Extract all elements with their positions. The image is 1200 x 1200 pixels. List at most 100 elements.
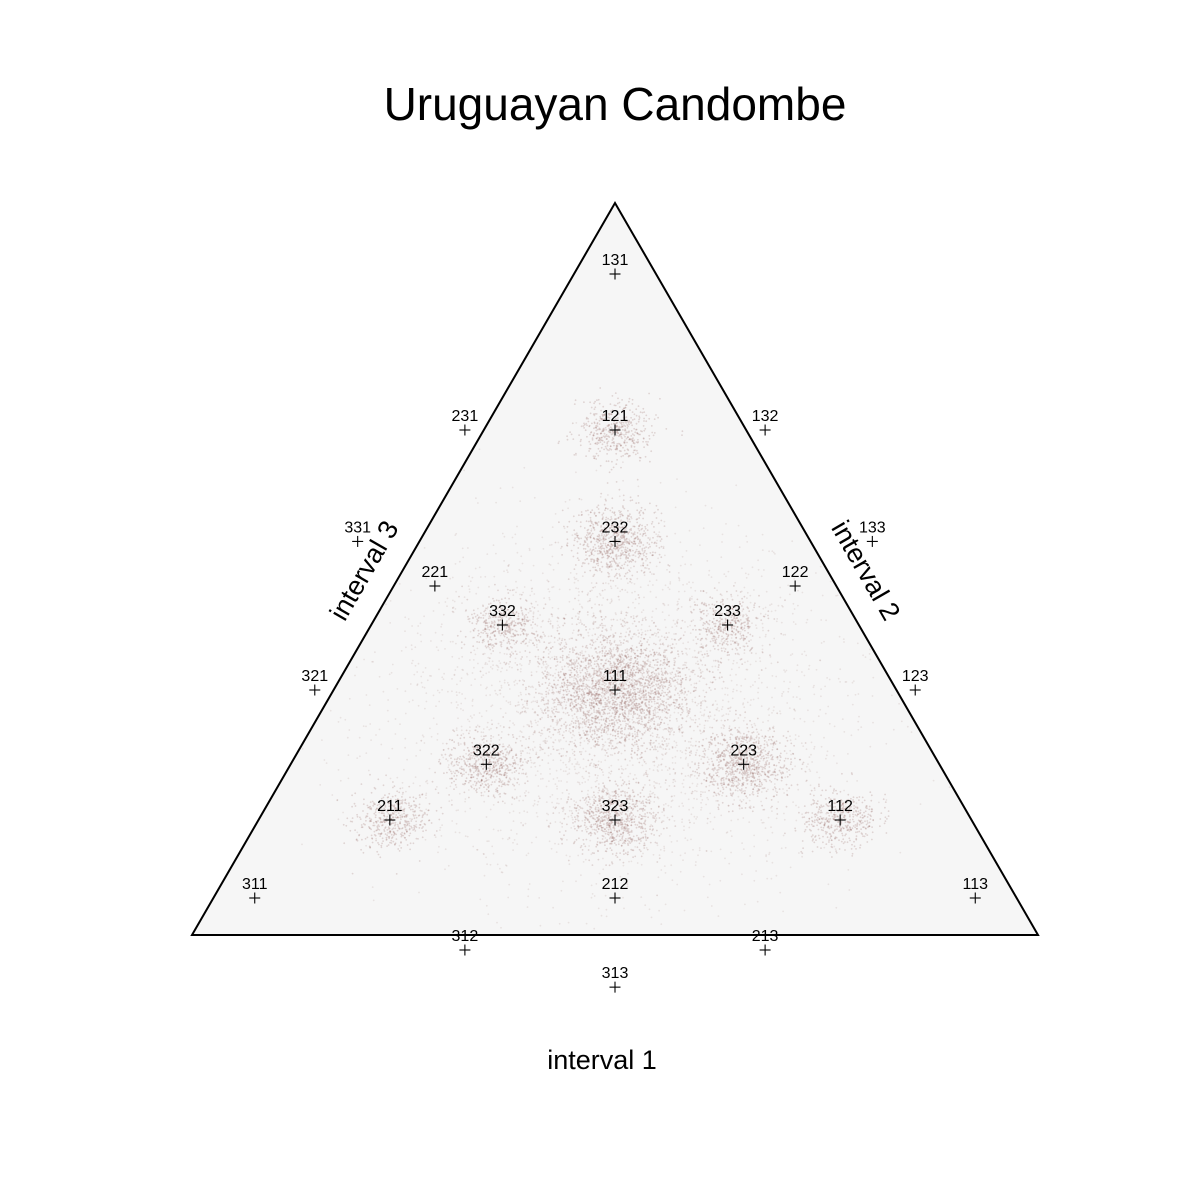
- density-point: [675, 718, 678, 720]
- density-point: [869, 648, 871, 651]
- density-point: [668, 681, 671, 684]
- density-point: [800, 742, 803, 745]
- density-point: [569, 648, 571, 650]
- density-point: [646, 629, 649, 632]
- density-point: [459, 680, 462, 682]
- density-point: [546, 687, 549, 689]
- density-point: [761, 549, 764, 551]
- density-point: [732, 659, 735, 662]
- density-point: [826, 677, 828, 679]
- density-point: [722, 647, 725, 649]
- density-point: [633, 679, 636, 681]
- density-point: [622, 782, 625, 785]
- density-point: [664, 584, 667, 587]
- density-point: [668, 708, 670, 711]
- density-point: [654, 746, 656, 749]
- density-point: [597, 681, 599, 683]
- density-point: [518, 735, 521, 738]
- density-point: [798, 852, 800, 854]
- density-point: [438, 668, 440, 671]
- density-point: [679, 690, 682, 693]
- density-point: [378, 728, 381, 731]
- density-point: [511, 666, 513, 669]
- density-point: [686, 715, 688, 718]
- density-point: [656, 707, 659, 710]
- density-point: [638, 739, 640, 741]
- density-point: [577, 629, 580, 632]
- density-point: [576, 612, 579, 615]
- density-point: [743, 652, 746, 654]
- density-point: [653, 664, 656, 666]
- density-point: [698, 847, 701, 849]
- density-point: [681, 802, 684, 805]
- density-point: [579, 619, 582, 622]
- density-point: [666, 657, 668, 660]
- density-point: [467, 585, 470, 587]
- density-point: [630, 860, 633, 863]
- density-point: [488, 621, 491, 624]
- density-point: [681, 698, 684, 701]
- density-point: [625, 687, 628, 690]
- density-point: [594, 718, 597, 720]
- density-point: [585, 686, 588, 689]
- density-point: [565, 740, 568, 743]
- density-point: [577, 673, 579, 676]
- density-point: [530, 701, 533, 704]
- density-point: [845, 681, 848, 683]
- density-point: [482, 852, 485, 855]
- density-point: [458, 560, 461, 563]
- density-point: [571, 647, 574, 649]
- density-point: [591, 758, 593, 761]
- density-point: [630, 517, 633, 520]
- density-point: [420, 640, 423, 643]
- density-point: [675, 675, 677, 677]
- density-point: [492, 852, 495, 855]
- density-point: [411, 625, 413, 627]
- density-point: [553, 683, 556, 686]
- density-point: [658, 724, 661, 727]
- density-point: [630, 649, 633, 652]
- density-point: [770, 662, 773, 665]
- density-point: [554, 821, 557, 823]
- density-point: [548, 678, 550, 681]
- density-point: [529, 610, 531, 612]
- density-point: [840, 801, 842, 803]
- density-point: [674, 657, 677, 660]
- density-point: [533, 761, 536, 764]
- density-point: [738, 546, 741, 549]
- density-point: [689, 775, 692, 778]
- density-point: [646, 698, 648, 701]
- density-point: [655, 739, 657, 742]
- density-point: [562, 770, 565, 772]
- density-point: [588, 688, 591, 691]
- density-point: [700, 790, 702, 793]
- density-point: [522, 683, 524, 686]
- density-point: [604, 588, 606, 591]
- density-point: [786, 771, 788, 773]
- density-point: [625, 621, 628, 624]
- density-point: [594, 740, 597, 743]
- density-point: [852, 680, 855, 682]
- density-point: [597, 664, 600, 667]
- density-point: [529, 594, 532, 597]
- density-point: [655, 690, 657, 693]
- density-point: [577, 599, 580, 602]
- density-point: [565, 854, 568, 857]
- density-point: [706, 706, 708, 709]
- density-point: [585, 644, 588, 647]
- density-point: [625, 611, 628, 614]
- density-point: [621, 619, 624, 622]
- density-point: [640, 863, 643, 866]
- density-point: [519, 593, 521, 596]
- density-point: [632, 698, 635, 701]
- density-point: [578, 688, 581, 691]
- density-point: [560, 889, 563, 892]
- density-point: [596, 570, 599, 572]
- density-point: [595, 883, 598, 885]
- density-point: [536, 699, 539, 702]
- density-point: [492, 609, 495, 611]
- density-point: [598, 789, 601, 792]
- density-point: [749, 594, 752, 597]
- density-point: [728, 725, 731, 728]
- density-point: [751, 646, 754, 649]
